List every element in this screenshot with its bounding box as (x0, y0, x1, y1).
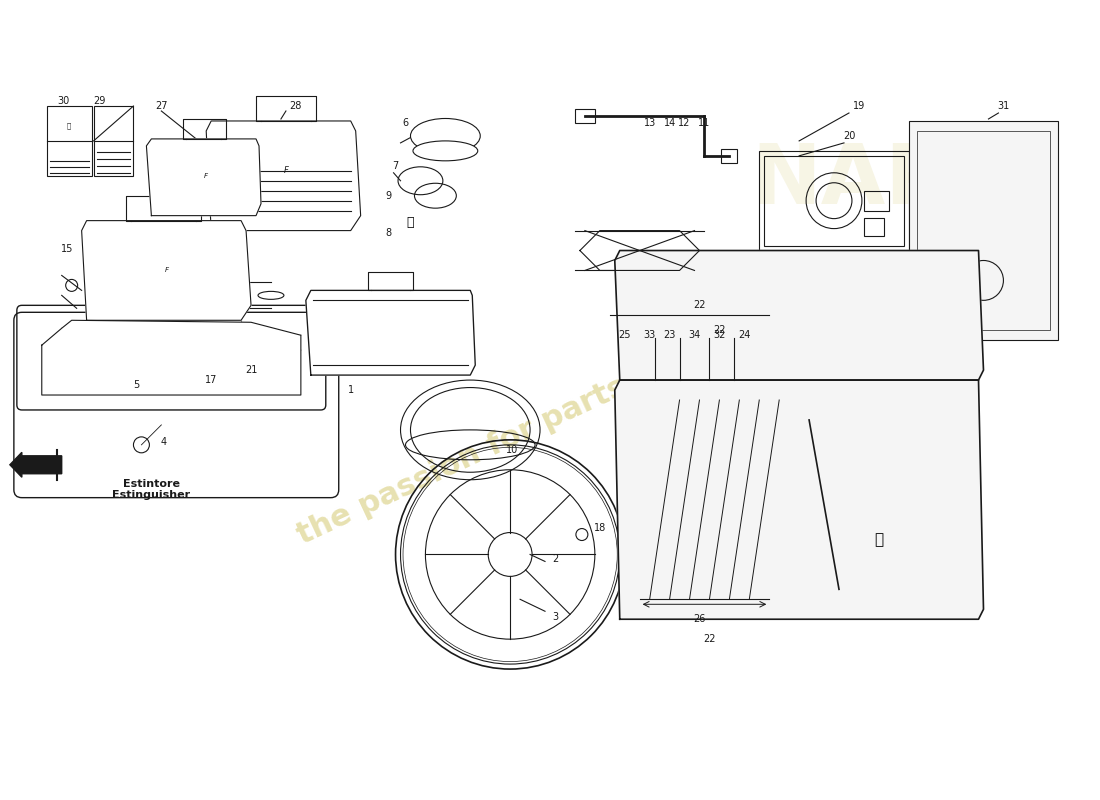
Bar (132, 320, 241, 365)
Text: 15: 15 (60, 243, 73, 254)
Polygon shape (306, 290, 475, 375)
Bar (629, 390, 968, 610)
Bar (94, 106, 133, 176)
Polygon shape (146, 139, 261, 216)
Text: 31: 31 (998, 101, 1010, 111)
Text: 22: 22 (693, 300, 706, 310)
Text: 28: 28 (289, 101, 302, 111)
Text: F: F (164, 267, 168, 274)
Text: 🐴: 🐴 (67, 122, 70, 130)
Text: 2: 2 (552, 554, 558, 565)
Bar (764, 156, 904, 246)
Text: 26: 26 (693, 614, 706, 624)
Bar (47, 106, 91, 176)
Bar (909, 121, 1058, 340)
Text: 10: 10 (506, 445, 518, 455)
Bar (916, 131, 1050, 330)
Polygon shape (206, 121, 361, 230)
Bar (722, 149, 737, 163)
Text: 20: 20 (843, 131, 855, 141)
Text: 29: 29 (94, 96, 106, 106)
Ellipse shape (412, 141, 477, 161)
Polygon shape (580, 230, 700, 270)
Text: F: F (205, 173, 208, 178)
Polygon shape (615, 250, 983, 380)
FancyArrow shape (10, 452, 62, 478)
Text: 16: 16 (180, 254, 192, 263)
Text: Estintore
Estinguisher: Estintore Estinguisher (112, 479, 190, 501)
Text: 6: 6 (403, 118, 408, 128)
Text: 27: 27 (155, 101, 167, 111)
Bar (575, 109, 595, 123)
Text: 27: 27 (145, 340, 157, 350)
Text: 30: 30 (57, 96, 69, 106)
Text: 5: 5 (133, 380, 140, 390)
Text: 25: 25 (618, 330, 631, 340)
Text: 12: 12 (679, 118, 691, 128)
Bar (759, 151, 909, 250)
Text: 21: 21 (245, 365, 257, 375)
Bar (629, 261, 968, 370)
Text: 8: 8 (385, 227, 392, 238)
Polygon shape (42, 320, 301, 395)
Text: 1: 1 (348, 385, 354, 395)
Text: 14: 14 (663, 118, 675, 128)
Text: the passion for parts since 1985: the passion for parts since 1985 (293, 290, 807, 550)
Bar (864, 218, 883, 235)
Bar (864, 190, 889, 210)
Text: 3: 3 (552, 612, 558, 622)
Text: 34: 34 (689, 330, 701, 340)
Text: 32: 32 (713, 330, 726, 340)
Text: 9: 9 (385, 190, 392, 201)
Text: F: F (284, 166, 288, 175)
Bar (436, 326, 450, 345)
Text: 18: 18 (594, 522, 606, 533)
Text: 7: 7 (393, 161, 398, 171)
Text: 22: 22 (703, 634, 716, 644)
Bar (326, 326, 341, 345)
Polygon shape (81, 221, 251, 320)
Polygon shape (615, 380, 983, 619)
Text: 24: 24 (738, 330, 750, 340)
Text: 🧤: 🧤 (407, 216, 415, 229)
Text: 17: 17 (205, 375, 218, 385)
Text: 4: 4 (94, 298, 100, 307)
Text: 4: 4 (161, 437, 166, 447)
Text: 23: 23 (663, 330, 675, 340)
Text: 11: 11 (698, 118, 711, 128)
Text: NAPS: NAPS (751, 140, 1006, 222)
Text: 13: 13 (644, 118, 656, 128)
Text: 33: 33 (644, 330, 656, 340)
Ellipse shape (410, 118, 481, 154)
Text: 22: 22 (713, 326, 726, 335)
Text: 19: 19 (852, 101, 865, 111)
Text: 🧤: 🧤 (874, 532, 883, 547)
